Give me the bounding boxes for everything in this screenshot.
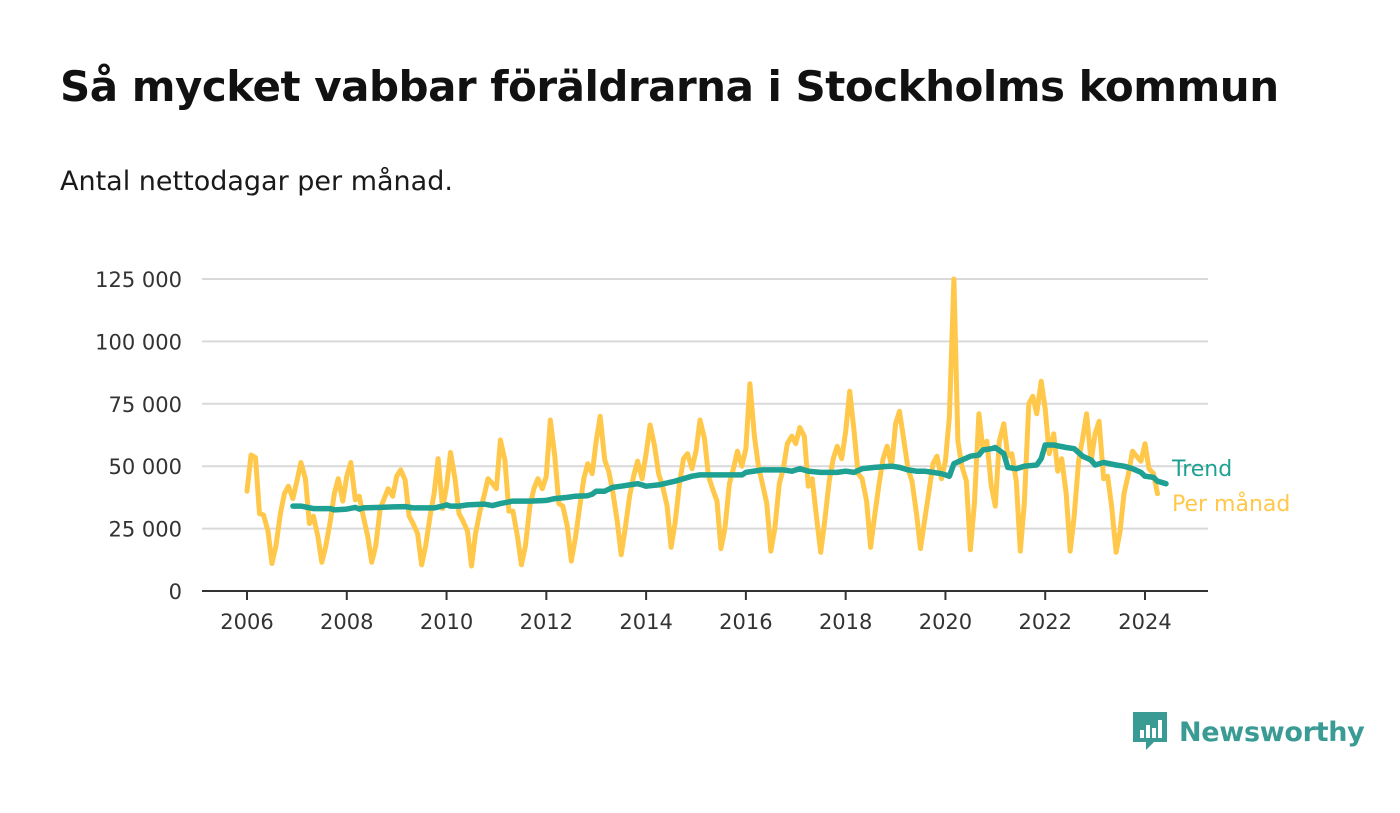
series-lines: [244, 276, 1169, 569]
y-tick-label: 75 000: [109, 393, 182, 417]
x-tick-label: 2016: [719, 610, 772, 634]
y-axis: 0 25 000 50 000 75 000 100 000 125 000: [95, 268, 182, 604]
chart-title: Så mycket vabbar föräldrarna i Stockholm…: [60, 62, 1279, 111]
brand-name: Newsworthy: [1179, 716, 1365, 748]
chart-subtitle: Antal nettodagar per månad.: [60, 166, 453, 197]
legend: Per månad Trend: [1171, 457, 1290, 517]
y-tick-label: 25 000: [109, 518, 182, 542]
x-tick-label: 2024: [1118, 610, 1171, 634]
y-tick-label: 125 000: [95, 268, 182, 292]
x-tick-label: 2006: [220, 610, 273, 634]
y-tick-label: 0: [169, 580, 182, 604]
y-tick-label: 100 000: [95, 330, 182, 354]
series-line-per-m-nad: [244, 276, 1160, 569]
x-tick-label: 2018: [819, 610, 872, 634]
series-line-trend: [290, 442, 1169, 513]
x-tick-label: 2022: [1018, 610, 1071, 634]
legend-label-trend: Trend: [1171, 457, 1232, 482]
x-tick-label: 2010: [420, 610, 473, 634]
newsworthy-brand: Newsworthy: [1133, 712, 1365, 752]
legend-label-per-m-nad: Per månad: [1172, 491, 1290, 517]
x-tick-label: 2012: [520, 610, 573, 634]
x-tick-label: 2008: [320, 610, 373, 634]
y-tick-label: 50 000: [109, 455, 182, 479]
newsworthy-logo-icon: [1133, 712, 1167, 750]
x-tick-label: 2020: [919, 610, 972, 634]
x-tick-label: 2014: [619, 610, 672, 634]
x-axis: 2006 2008 2010 2012 2014 2016 2018 2020 2022 2024: [202, 590, 1208, 634]
